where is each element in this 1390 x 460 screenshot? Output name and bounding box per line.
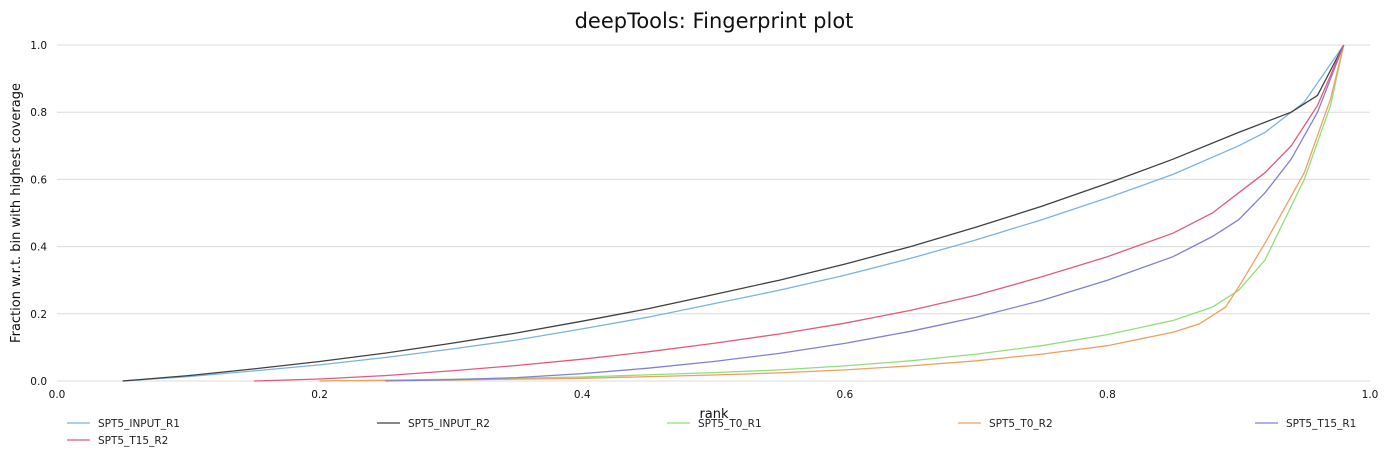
- y-tick-label: 0.0: [30, 376, 47, 388]
- series-line-spt5-input-r2: [122, 44, 1345, 382]
- x-axis-ticks: 0.0 0.2 0.4 0.6 0.8 1.0: [49, 389, 1379, 401]
- series-layer: [122, 44, 1345, 382]
- series-line-spt5-t15-r1: [385, 44, 1345, 382]
- legend: SPT5_INPUT_R1 SPT5_INPUT_R2 SPT5_T0_R1 SPT5…: [67, 418, 1356, 447]
- grid-layer: [57, 44, 1370, 382]
- chart-title: deepTools: Fingerprint plot: [575, 9, 854, 33]
- series-line-spt5-t15-r2: [253, 44, 1345, 382]
- x-tick-label: 0.2: [311, 389, 328, 401]
- series-line-spt5-input-r1: [122, 44, 1345, 382]
- legend-label: SPT5_INPUT_R1: [98, 418, 180, 430]
- x-tick-label: 0.8: [1099, 389, 1116, 401]
- x-axis-label: rank: [699, 407, 729, 422]
- y-axis-label: Fraction w.r.t. bin with highest coverag…: [9, 83, 24, 343]
- legend-label: SPT5_T15_R2: [98, 435, 168, 447]
- y-tick-label: 0.4: [30, 242, 47, 254]
- y-tick-label: 0.6: [30, 174, 47, 186]
- x-tick-label: 0.6: [836, 389, 853, 401]
- y-tick-label: 0.2: [30, 309, 47, 321]
- legend-label: SPT5_T0_R1: [698, 418, 762, 430]
- y-tick-label: 1.0: [30, 40, 47, 52]
- legend-label: SPT5_T15_R1: [1286, 418, 1356, 430]
- series-line-spt5-t0-r2: [319, 44, 1345, 382]
- series-line-spt5-t0-r1: [319, 44, 1345, 382]
- y-axis-ticks: 0.0 0.2 0.4 0.6 0.8 1.0: [30, 40, 47, 388]
- x-tick-label: 1.0: [1362, 389, 1379, 401]
- legend-label: SPT5_T0_R2: [989, 418, 1053, 430]
- x-tick-label: 0.4: [574, 389, 591, 401]
- y-tick-label: 0.8: [30, 107, 47, 119]
- legend-label: SPT5_INPUT_R2: [408, 418, 490, 430]
- x-tick-label: 0.0: [49, 389, 66, 401]
